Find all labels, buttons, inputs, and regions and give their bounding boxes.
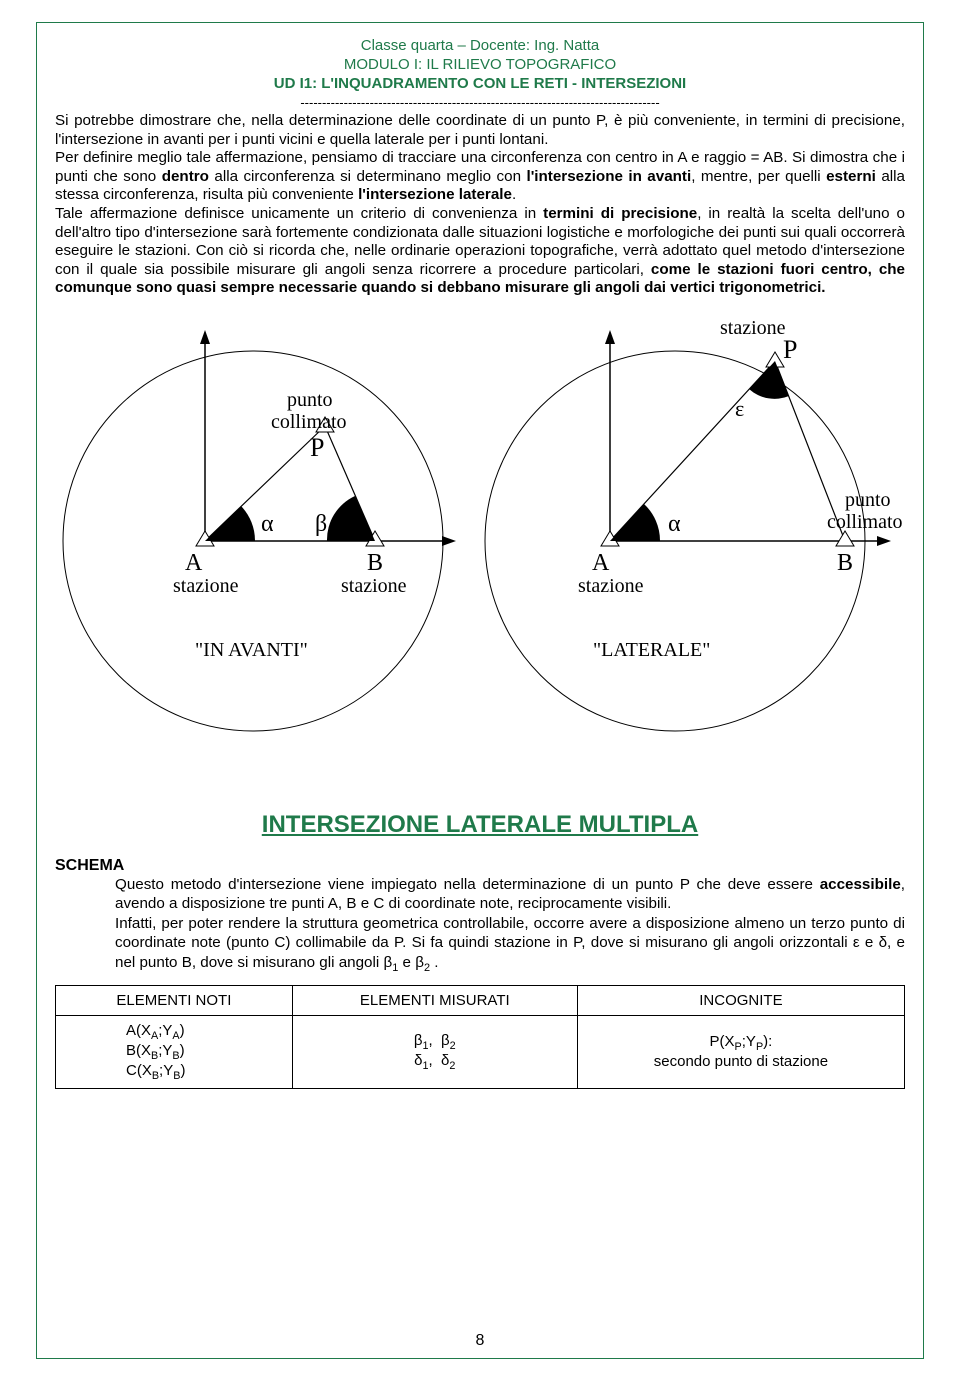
label-P-left: P [310,433,324,462]
label-beta-left: β [315,511,327,537]
label-stazione-B-left: stazione [341,575,407,597]
label-A-left: A [185,550,203,576]
caption-in-avanti: "IN AVANTI" [195,639,308,661]
table-header-row: ELEMENTI NOTI ELEMENTI MISURATI INCOGNIT… [56,985,905,1015]
header-dash-line: ----------------------------------------… [55,95,905,110]
th-elementi-misurati: ELEMENTI MISURATI [292,985,577,1015]
label-alpha-right: α [668,511,681,537]
page-number: 8 [37,1332,923,1350]
th-incognite: INCOGNITE [577,985,904,1015]
label-collimato-left: collimato [271,411,347,433]
label-stazione-top-right: stazione [720,317,786,339]
schema-block: SCHEMA Questo metodo d'intersezione vien… [55,857,905,975]
label-epsilon-right: ε [735,396,744,421]
section-title-intersezione-laterale-multipla: INTERSEZIONE LATERALE MULTIPLA [55,811,905,839]
elements-table: ELEMENTI NOTI ELEMENTI MISURATI INCOGNIT… [55,985,905,1089]
th-elementi-noti: ELEMENTI NOTI [56,985,293,1015]
cell-elementi-misurati: β1, β2δ1, δ2 [292,1015,577,1088]
intersezione-diagram: punto collimato P α β A B stazione stazi… [55,316,905,746]
caption-laterale: "LATERALE" [593,639,710,661]
header-line-2: MODULO I: IL RILIEVO TOPOGRAFICO [55,56,905,75]
table-row: A(XA;YA)B(XB;YB)C(XB;YB) β1, β2δ1, δ2 P(… [56,1015,905,1088]
page-frame: Classe quarta – Docente: Ing. Natta MODU… [36,22,924,1359]
page-header: Classe quarta – Docente: Ing. Natta MODU… [55,37,905,93]
schema-text: Questo metodo d'intersezione viene impie… [115,875,905,975]
cell-elementi-noti: A(XA;YA)B(XB;YB)C(XB;YB) [56,1015,293,1088]
header-line-1: Classe quarta – Docente: Ing. Natta [55,37,905,56]
intro-paragraph: Si potrebbe dimostrare che, nella determ… [55,112,905,297]
label-B-right: B [837,550,853,576]
header-line-3: UD I1: L'INQUADRAMENTO CON LE RETI - INT… [55,75,905,94]
diagram-container: punto collimato P α β A B stazione stazi… [55,316,905,751]
schema-label: SCHEMA [55,857,124,874]
label-B-left: B [367,550,383,576]
label-P-right: P [783,335,797,364]
cell-incognite: P(XP;YP):secondo punto di stazione [577,1015,904,1088]
label-stazione-A-left: stazione [173,575,239,597]
label-stazione-A-right: stazione [578,575,644,597]
label-punto-right: punto [845,489,891,511]
label-A-right: A [592,550,610,576]
label-alpha-left: α [261,511,274,537]
label-collimato-right: collimato [827,511,903,533]
label-punto-left: punto [287,389,333,411]
